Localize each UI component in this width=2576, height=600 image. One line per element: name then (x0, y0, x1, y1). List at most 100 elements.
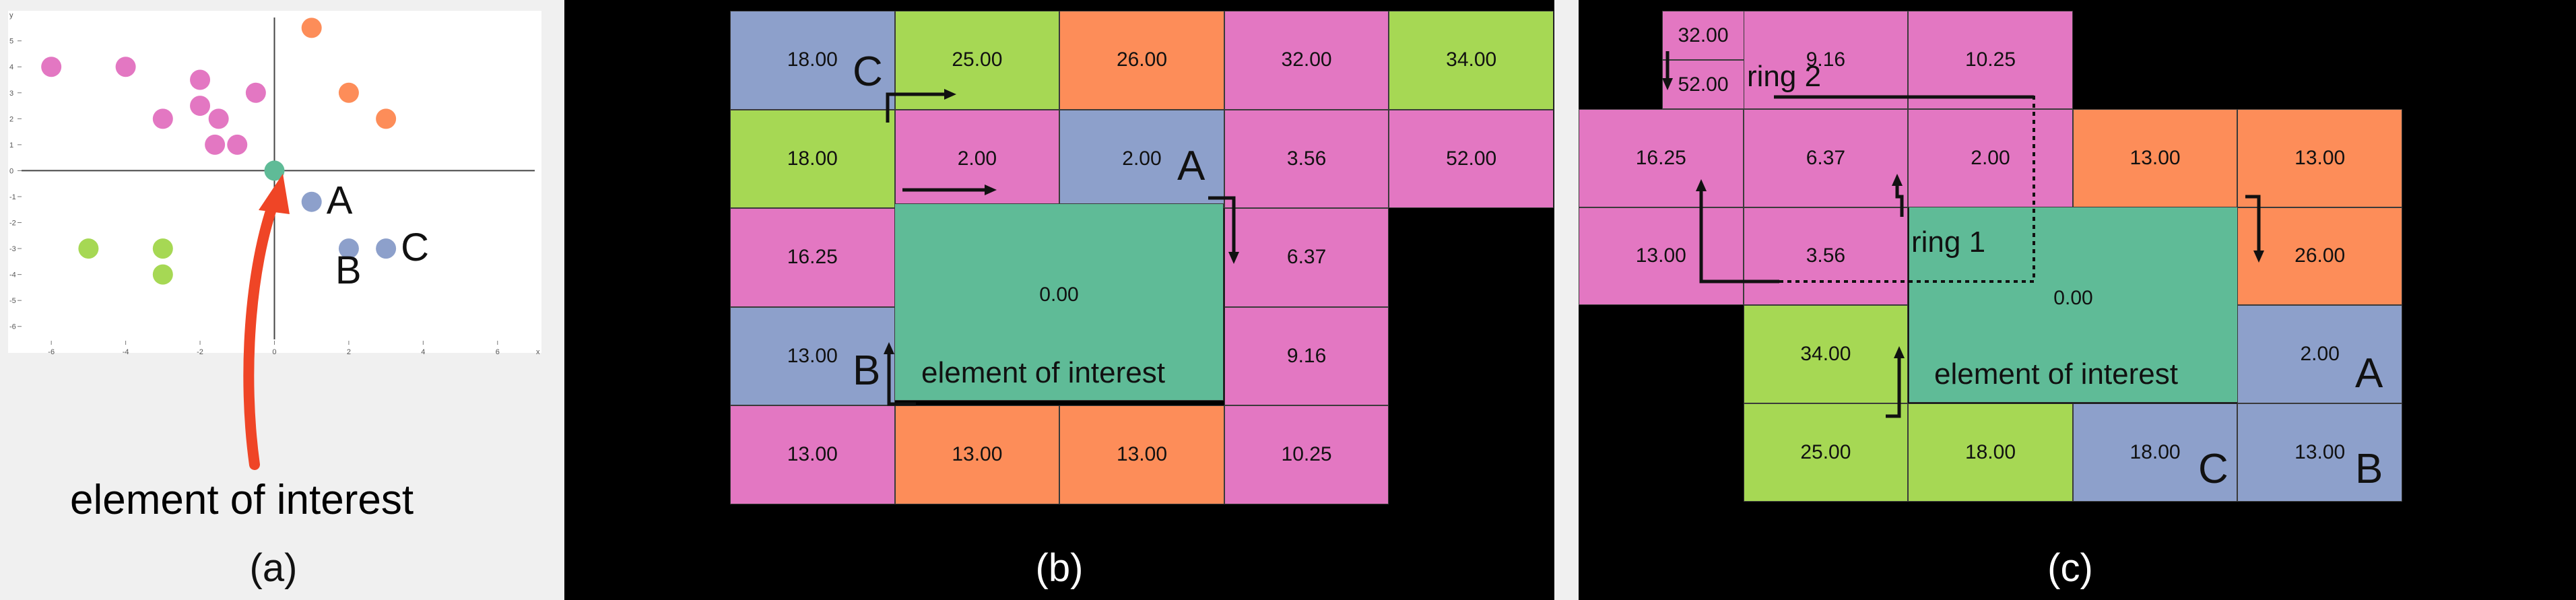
cell-value: 2.00 (957, 147, 997, 170)
grid-cell: 18.00 (730, 11, 895, 110)
data-point (208, 108, 229, 129)
x-tick-label: -4 (123, 348, 129, 356)
y-tick-label: 2 (9, 115, 13, 123)
cell-value: 16.25 (787, 246, 838, 269)
cell-value: 13.00 (787, 344, 838, 367)
y-tick-label: 5 (9, 38, 13, 46)
x-tick-label: 6 (496, 348, 500, 356)
x-tick-label: 4 (421, 348, 425, 356)
grid-cell: 52.00 (1389, 109, 1554, 208)
small-cell-bottom-value: 52.00 (1678, 73, 1729, 96)
cell-value: 26.00 (1116, 48, 1168, 71)
grid-cell: 3.56 (1743, 207, 1909, 306)
cell-value: 6.37 (1806, 146, 1846, 169)
grid-cell: 2.00 (1908, 108, 2073, 207)
grid-cell: 2.00 (2237, 305, 2402, 404)
grid-cell: 10.25 (1224, 405, 1389, 504)
scatter-plot-area: -6 -4 -2 0 2 4 6 5 4 3 2 1 0 -1 -2 -3 -4 -5 -6 x y A B C (8, 11, 541, 356)
cell-value: 10.25 (1964, 48, 2016, 71)
point-label-a: A (327, 179, 353, 223)
data-point (376, 238, 397, 259)
grid-cell: 6.37 (1743, 108, 1909, 207)
cell-value: 13.00 (2129, 146, 2181, 169)
panel-c-label: (c) (2047, 546, 2093, 590)
y-tick-label: 3 (9, 90, 13, 98)
grid-cell: 16.25 (1579, 108, 1744, 207)
data-point (41, 57, 62, 77)
element-of-interest-cell: 0.00 (894, 203, 1224, 401)
panel-a-label: (a) (249, 546, 298, 590)
panel-c: 9.16 10.25 16.25 6.37 2.00 13.00 13.00 13.00 3.5… (1579, 0, 2576, 600)
grid-cell: 26.00 (1059, 11, 1224, 110)
y-tick-label: -6 (9, 323, 16, 331)
cell-value: 13.00 (2294, 441, 2346, 464)
cell-value: 18.00 (2129, 441, 2181, 464)
data-point (227, 134, 248, 155)
grid-cell: 13.00 (1579, 207, 1744, 306)
point-label-b: B (335, 248, 362, 292)
data-point (152, 264, 173, 285)
label-a: A (1177, 143, 1206, 189)
panel-b-label: (b) (1035, 546, 1084, 590)
data-point (115, 57, 136, 77)
grid-cell: 13.00 (2237, 403, 2402, 502)
cell-value: 6.37 (1286, 246, 1327, 269)
grid-cell: 3.56 (1224, 109, 1389, 208)
grid-cell: 34.00 (1743, 305, 1909, 404)
y-tick-label: 1 (9, 141, 13, 149)
y-tick-label: 4 (9, 63, 13, 71)
label-b: B (853, 347, 881, 394)
cell-value: 13.00 (1116, 443, 1168, 466)
y-tick-label: -1 (9, 193, 16, 201)
grid-cell: 13.00 (730, 306, 895, 405)
grid-cell: 13.00 (730, 405, 895, 504)
center-value: 0.00 (2053, 287, 2093, 309)
grid-cell: 18.00 (730, 109, 895, 208)
element-of-interest-point (264, 160, 285, 181)
grid-cell: 16.25 (730, 208, 895, 307)
data-point (152, 238, 173, 259)
cell-value: 9.16 (1806, 48, 1846, 71)
data-point (152, 108, 173, 129)
y-axis-name: y (9, 11, 13, 20)
grid-cell: 2.00 (894, 109, 1060, 208)
x-tick-label: -2 (197, 348, 203, 356)
cell-value: 18.00 (1964, 441, 2016, 464)
cell-value: 32.00 (1281, 48, 1332, 71)
data-point (301, 191, 322, 212)
x-axis-name: x (536, 348, 540, 356)
cell-value: 25.00 (1800, 441, 1851, 464)
scatter-plot: -6 -4 -2 0 2 4 6 5 4 3 2 1 0 -1 -2 -3 -4 -5 -6 x y ABC (9, 11, 540, 356)
cell-value: 34.00 (1800, 343, 1851, 366)
panel-a: -6 -4 -2 0 2 4 6 5 4 3 2 1 0 -1 -2 -3 -4 -5 -6 x y A B C elemen… (0, 0, 554, 600)
ring-1-label: ring 1 (1911, 226, 1986, 259)
y-tick-label: 0 (9, 167, 13, 175)
grid-cell: 13.00 (894, 405, 1060, 504)
cell-value: 25.00 (952, 48, 1003, 71)
cell-value: 2.00 (2300, 343, 2340, 366)
grid-cell: 9.16 (1224, 306, 1389, 405)
grid-cell: 25.00 (894, 11, 1060, 110)
data-point (190, 96, 211, 116)
center-label: element of interest (1934, 358, 2178, 391)
cell-value: 34.00 (1446, 48, 1497, 71)
cell-value: 3.56 (1806, 244, 1846, 267)
center-value: 0.00 (1039, 284, 1079, 306)
cell-value: 13.00 (2294, 146, 2346, 169)
cell-value: 2.00 (1122, 147, 1162, 170)
grid-cell: 13.00 (2237, 108, 2402, 207)
cell-value: 10.25 (1281, 443, 1332, 466)
y-tick-label: -3 (9, 245, 16, 253)
ring-2-label: ring 2 (1747, 60, 1822, 93)
grid-cell: 18.00 (1908, 403, 2073, 502)
grid-cell: 9.16 (1743, 11, 1909, 109)
y-tick-label: -2 (9, 220, 16, 228)
cell-value: 2.00 (1971, 146, 2010, 169)
grid-cell: 6.37 (1224, 208, 1389, 307)
cell-value: 52.00 (1446, 147, 1497, 170)
y-tick-label: -5 (9, 297, 16, 305)
small-cell-bottom: 52.00 (1662, 60, 1744, 109)
cell-value: 13.00 (1635, 244, 1686, 267)
label-c: C (2198, 446, 2228, 492)
label-a: A (2355, 350, 2383, 397)
